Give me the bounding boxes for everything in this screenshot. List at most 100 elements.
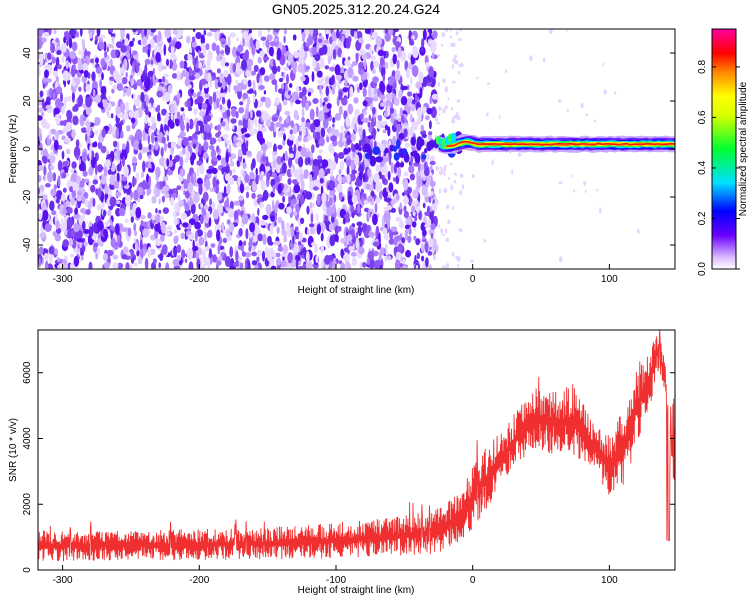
spectrogram-noise-blob	[301, 31, 305, 43]
spectrogram-noise-blob	[274, 96, 280, 106]
spectrogram-noise-blob	[60, 92, 63, 103]
spectrogram-noise-blob	[363, 230, 371, 239]
spectrogram-noise-blob	[303, 169, 309, 179]
spectrogram-noise-blob	[305, 250, 310, 263]
spectrogram-noise-blob	[355, 52, 359, 63]
spectrogram-noise-blob	[391, 47, 396, 53]
spectrogram-noise-blob	[236, 82, 244, 92]
spectrogram-noise-blob	[416, 205, 420, 214]
spectrogram-noise-blob	[244, 262, 248, 269]
spectrogram-noise-blob	[424, 241, 429, 251]
spectrogram-noise-blob	[331, 160, 337, 170]
spectrogram-noise-blob	[259, 201, 264, 209]
spectrogram-noise-blob	[211, 201, 216, 211]
spectrogram-noise-blob	[340, 125, 344, 131]
spectrogram-noise-blob	[224, 134, 228, 141]
spectrogram-noise-blob	[156, 130, 160, 136]
spectrogram-noise-blob	[38, 29, 44, 37]
spectrogram-noise-blob	[393, 97, 400, 106]
spectrogram-noise-blob	[260, 171, 265, 176]
spectrogram-transition-blob	[375, 156, 383, 163]
spectrogram-noise-blob	[372, 241, 380, 247]
spectrogram-noise-blob	[204, 231, 207, 241]
spectrogram-noise-blob	[293, 109, 299, 120]
spectrogram-y-tick-label: 20	[22, 95, 33, 107]
spectrogram-noise-blob	[212, 157, 219, 162]
spectrogram-noise-blob	[120, 29, 125, 40]
spectrogram-noise-blob	[303, 137, 307, 142]
spectrogram-noise-blob	[82, 62, 89, 73]
spectrogram-noise-blob	[107, 43, 113, 49]
spectrogram-noise-blob	[171, 40, 176, 47]
spectrogram-noise-blob	[57, 64, 62, 70]
spectrogram-noise-blob	[199, 111, 205, 117]
spectrogram-noise-blob	[397, 243, 403, 253]
spectrogram-noise-blob	[319, 97, 323, 108]
spectrogram-noise-blob	[71, 129, 76, 139]
spectrogram-noise-blob	[57, 257, 60, 263]
spectrogram-noise-blob	[78, 163, 84, 172]
spectrogram-x-tick-label: 100	[601, 274, 618, 285]
spectrogram-noise-blob	[310, 211, 314, 224]
spectrogram-noise-blob	[305, 259, 313, 269]
spectrogram-noise-blob	[329, 66, 335, 72]
spectrogram-noise-blob	[277, 183, 283, 195]
spectrogram-noise-blob	[47, 171, 54, 183]
spectrogram-speck	[548, 29, 553, 35]
spectrogram-noise-blob	[398, 89, 403, 99]
spectrogram-noise-blob	[115, 123, 121, 128]
spectrogram-noise-blob	[352, 151, 356, 159]
spectrogram-noise-blob	[319, 84, 322, 94]
spectrogram-noise-blob	[45, 122, 50, 130]
spectrogram-noise-blob	[116, 172, 120, 183]
spectrogram-speck	[598, 207, 602, 214]
spectrogram-noise-blob	[162, 244, 168, 253]
spectrogram-noise-blob	[354, 142, 360, 151]
spectrogram-noise-blob	[86, 51, 91, 56]
spectrogram-noise-blob	[246, 150, 252, 157]
spectrogram-noise-blob	[171, 62, 178, 71]
spectrogram-noise-blob	[238, 119, 243, 127]
spectrogram-noise-blob	[203, 140, 209, 152]
spectrogram-noise-blob	[182, 147, 186, 155]
spectrogram-noise-blob	[384, 33, 391, 42]
spectrogram-noise-blob	[341, 176, 348, 184]
spectrogram-noise-blob	[347, 262, 352, 269]
spectrogram-noise-blob	[312, 158, 319, 167]
spectrogram-noise-blob	[245, 108, 248, 121]
spectrogram-speck	[444, 228, 448, 234]
spectrogram-noise-blob	[260, 180, 266, 191]
spectrogram-speck	[457, 264, 460, 268]
spectrogram-noise-blob	[124, 218, 129, 224]
spectrogram-noise-blob	[386, 83, 393, 94]
spectrogram-noise-blob	[148, 110, 152, 118]
spectrogram-transition-blob	[410, 136, 416, 146]
spectrogram-noise-blob	[76, 31, 79, 38]
spectrogram-noise-blob	[345, 116, 351, 127]
spectrogram-x-tick-label: -300	[53, 274, 73, 285]
spectrogram-noise-blob	[347, 66, 354, 79]
spectrogram-noise-blob	[141, 146, 149, 153]
spectrogram-noise-blob	[388, 238, 395, 245]
spectrogram-noise-blob	[220, 49, 225, 55]
spectrogram-noise-blob	[211, 42, 217, 52]
spectrogram-noise-blob	[410, 104, 416, 112]
spectrogram-noise-blob	[255, 222, 259, 230]
spectrogram-noise-blob	[164, 29, 172, 39]
spectrogram-speck	[585, 113, 588, 117]
spectrogram-noise-blob	[73, 222, 80, 233]
spectrogram-noise-blob	[403, 210, 409, 219]
spectrogram-noise-blob	[255, 167, 258, 176]
spectrogram-noise-blob	[155, 208, 158, 214]
spectrogram-noise-blob	[121, 77, 128, 85]
spectrogram-noise-blob	[392, 135, 397, 147]
spectrogram-noise-blob	[159, 252, 164, 262]
spectrogram-noise-blob	[412, 189, 419, 199]
spectrogram-noise-blob	[41, 155, 48, 162]
spectrogram-noise-blob	[369, 46, 373, 55]
spectrogram-speck	[472, 174, 475, 179]
spectrogram-noise-blob	[75, 139, 80, 148]
spectrogram-transition-blob	[414, 152, 421, 164]
colorbar-tick-label: 0.0	[697, 262, 708, 276]
spectrogram-speck	[570, 174, 573, 178]
